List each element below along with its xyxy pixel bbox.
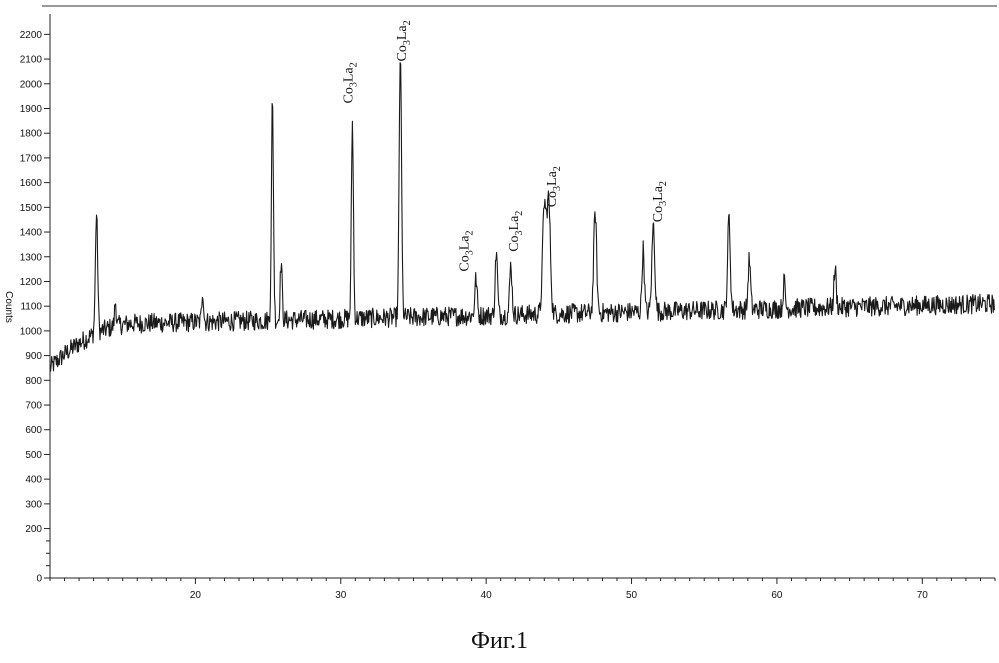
y-tick-label: 1100 — [20, 302, 42, 313]
y-tick-label: 400 — [25, 475, 42, 486]
y-tick-label: 1500 — [20, 203, 43, 214]
figure-caption: Фиг.1 — [0, 628, 999, 655]
y-tick-label: 300 — [25, 499, 42, 510]
x-tick-label: 70 — [917, 590, 929, 601]
peak-annotation: Co3La2 — [341, 62, 359, 103]
y-tick-label: 500 — [25, 450, 42, 461]
y-tick-label: 700 — [25, 401, 42, 412]
x-tick-label: 20 — [190, 590, 202, 601]
peak-annotation: Co3La2 — [395, 20, 413, 61]
x-tick-label: 40 — [481, 590, 493, 601]
y-tick-label: 1600 — [20, 178, 43, 189]
x-tick-label: 50 — [626, 590, 638, 601]
peak-annotation: Co3La2 — [651, 181, 669, 222]
x-tick-label: 30 — [335, 590, 347, 601]
x-axis: 20 30 40 50 60 70 — [50, 578, 995, 601]
series-group — [50, 63, 994, 372]
y-tick-label: 2100 — [20, 55, 43, 66]
peak-annotation: Co3La2 — [545, 166, 563, 207]
peak-annotation: Co3La2 — [458, 230, 476, 271]
x-tick-label: 60 — [771, 590, 783, 601]
y-tick-label: 1300 — [20, 252, 43, 263]
y-tick-label: 1700 — [20, 153, 43, 164]
annotations-group: Co3La2 Co3La2 Co3La2 Co3La2 Co3La2 Co3La2 — [341, 20, 669, 271]
y-tick-label: 2200 — [20, 30, 43, 41]
y-tick-label: 1000 — [20, 326, 43, 337]
y-tick-label: 1900 — [20, 104, 43, 115]
y-axis: 0 200 300 400 500 600 700 800 900 1000 1100 1200 130… — [20, 14, 50, 585]
y-tick-label: 200 — [25, 524, 42, 535]
peak-annotation: Co3La2 — [507, 211, 525, 252]
y-tick-label: 2000 — [20, 79, 43, 90]
y-tick-label: 800 — [25, 376, 42, 387]
counts-line — [50, 63, 994, 372]
y-tick-label: 0 — [36, 574, 42, 585]
y-axis-title: Counts — [3, 291, 14, 323]
y-tick-label: 600 — [25, 425, 42, 436]
y-tick-label: 1400 — [20, 228, 43, 239]
y-tick-label: 1800 — [20, 129, 43, 140]
y-tick-label: 1200 — [20, 277, 43, 288]
y-tick-label: 900 — [25, 351, 42, 362]
